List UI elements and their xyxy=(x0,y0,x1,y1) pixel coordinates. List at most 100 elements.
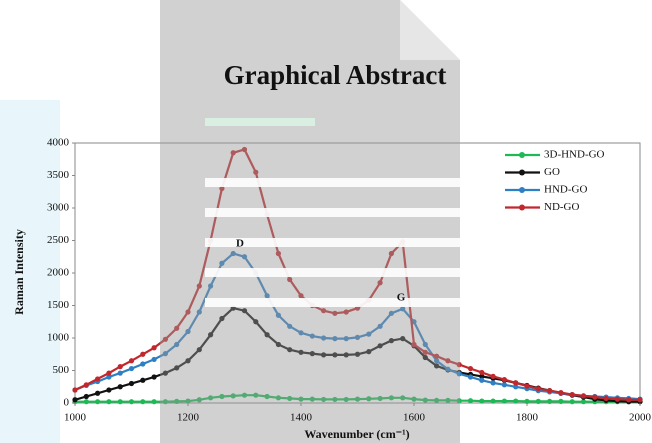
chart-title: Graphical Abstract xyxy=(224,60,447,90)
legend-marker xyxy=(519,169,525,176)
data-point xyxy=(524,398,530,404)
data-point xyxy=(456,362,462,368)
y-tick-label: 500 xyxy=(53,364,70,376)
y-tick-label: 3500 xyxy=(47,169,70,181)
data-point xyxy=(83,399,89,405)
data-point xyxy=(230,150,236,156)
data-point xyxy=(366,349,372,355)
data-point xyxy=(287,347,293,353)
data-point xyxy=(332,396,338,403)
data-point xyxy=(467,365,474,372)
data-point xyxy=(377,323,383,329)
watermark-line xyxy=(205,178,463,187)
data-point xyxy=(140,399,146,405)
data-point xyxy=(580,399,587,405)
data-point xyxy=(321,352,327,358)
data-point xyxy=(117,364,123,370)
data-point xyxy=(343,352,349,358)
data-point xyxy=(106,399,112,405)
data-point xyxy=(490,398,496,404)
data-point xyxy=(569,391,575,398)
data-point xyxy=(140,377,146,383)
data-point xyxy=(241,146,248,153)
data-point xyxy=(603,395,609,402)
watermark-strip xyxy=(0,100,60,443)
data-point xyxy=(388,310,394,316)
y-tick-label: 0 xyxy=(64,397,70,409)
data-point xyxy=(513,398,519,404)
x-tick-label: 1600 xyxy=(403,412,426,424)
data-point xyxy=(434,358,440,364)
data-point xyxy=(151,345,157,351)
data-point xyxy=(72,397,78,403)
y-tick-label: 2500 xyxy=(47,234,70,246)
data-point xyxy=(354,396,361,402)
y-tick-label: 3000 xyxy=(47,202,70,214)
data-point xyxy=(196,309,202,315)
data-point xyxy=(95,390,101,396)
data-point xyxy=(377,280,383,286)
data-point xyxy=(490,373,496,379)
data-point xyxy=(174,365,180,371)
data-point xyxy=(185,309,191,315)
data-point xyxy=(479,377,485,383)
data-point xyxy=(558,390,564,396)
data-point xyxy=(241,308,248,314)
data-point xyxy=(196,347,202,353)
data-point xyxy=(241,392,248,398)
data-point xyxy=(309,396,315,402)
y-tick-label: 1500 xyxy=(47,299,70,311)
watermark xyxy=(160,0,460,443)
data-point xyxy=(174,325,180,331)
x-tick-label: 1400 xyxy=(290,412,313,424)
data-point xyxy=(377,395,383,402)
data-point xyxy=(185,328,191,335)
data-point xyxy=(400,306,406,312)
data-point xyxy=(72,387,78,393)
data-point xyxy=(422,397,428,403)
data-point xyxy=(569,399,575,405)
data-point xyxy=(151,356,157,363)
data-point xyxy=(388,395,394,401)
data-point xyxy=(275,395,281,401)
watermark-line xyxy=(205,118,315,126)
x-tick-label: 1000 xyxy=(64,412,87,424)
data-point xyxy=(547,388,553,394)
watermark-line xyxy=(205,238,463,247)
data-point xyxy=(95,399,101,405)
data-point xyxy=(321,308,327,314)
data-point xyxy=(614,396,621,402)
data-point xyxy=(445,358,451,364)
data-point xyxy=(162,370,168,376)
data-point xyxy=(626,397,632,403)
data-point xyxy=(501,377,507,383)
data-point xyxy=(185,398,191,404)
data-point xyxy=(445,397,451,403)
data-point xyxy=(151,399,157,405)
y-axis-title: Raman Intensity xyxy=(12,229,26,315)
data-point xyxy=(422,354,428,361)
legend: 3D-HND-GO GO HND-GO ND-GO xyxy=(505,149,605,213)
data-point xyxy=(332,310,338,316)
data-point xyxy=(275,312,281,318)
data-point xyxy=(106,387,112,393)
data-point xyxy=(253,319,259,325)
data-point xyxy=(411,341,417,348)
data-point xyxy=(332,352,338,358)
data-point xyxy=(366,396,372,402)
data-point xyxy=(162,351,168,357)
data-point xyxy=(400,336,406,342)
data-point xyxy=(377,343,383,349)
data-point xyxy=(253,169,259,175)
data-point xyxy=(196,397,202,403)
annotation: D xyxy=(236,238,244,250)
data-point xyxy=(287,323,293,329)
data-point xyxy=(388,338,394,344)
data-point xyxy=(174,341,180,348)
data-point xyxy=(264,293,270,299)
legend-label: ND-GO xyxy=(544,201,579,213)
data-point xyxy=(513,384,519,390)
data-point xyxy=(208,395,214,401)
legend-label: 3D-HND-GO xyxy=(544,149,605,161)
